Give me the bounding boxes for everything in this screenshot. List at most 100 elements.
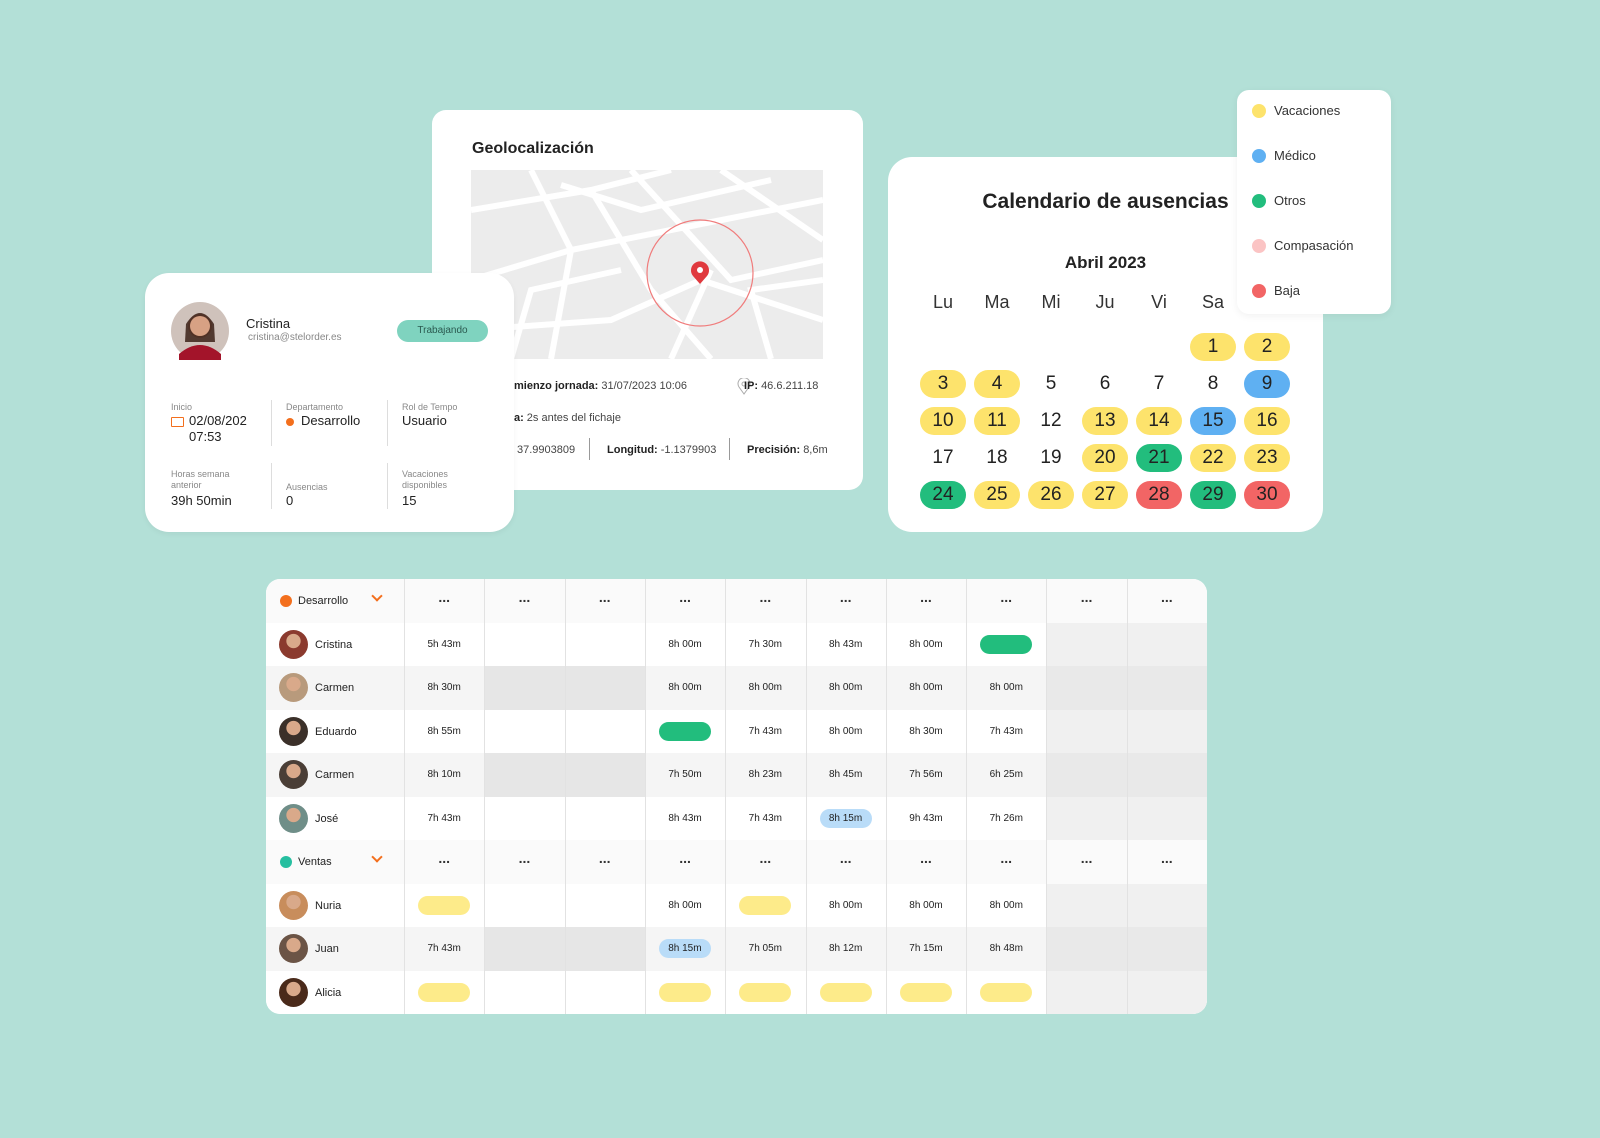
column-menu[interactable]: ... xyxy=(438,589,450,605)
column-menu[interactable]: ... xyxy=(438,850,450,866)
day[interactable]: 23 xyxy=(1244,444,1290,472)
absence-pill xyxy=(819,982,872,1002)
column-menu[interactable]: ... xyxy=(1080,589,1093,605)
employee-name: Alicia xyxy=(315,986,342,999)
day[interactable]: 9 xyxy=(1244,370,1290,398)
legend-label: Compasación xyxy=(1274,238,1354,253)
geo-value: 46.6.211.18 xyxy=(761,380,819,392)
cell-hours: 7h 43m xyxy=(748,725,783,737)
cell xyxy=(1046,709,1127,753)
column-divider xyxy=(725,579,727,1014)
column-menu[interactable]: ... xyxy=(598,850,611,866)
employee-name: Eduardo xyxy=(315,725,357,738)
day[interactable]: 24 xyxy=(920,481,966,509)
cell-hours: 6h 25m xyxy=(989,769,1023,780)
dept-dot xyxy=(286,418,294,426)
column-menu[interactable]: ... xyxy=(920,589,932,605)
day[interactable]: 5 xyxy=(1045,373,1057,394)
day[interactable]: 7 xyxy=(1153,373,1165,394)
day[interactable]: 21 xyxy=(1136,444,1182,472)
day[interactable]: 10 xyxy=(920,407,966,435)
avatar xyxy=(279,716,308,746)
field-label: Departamento xyxy=(286,402,344,412)
avatar xyxy=(279,977,308,1007)
cell-hours: 8h 12m xyxy=(828,943,863,954)
day[interactable]: 4 xyxy=(974,370,1020,398)
day[interactable]: 25 xyxy=(974,481,1020,509)
day[interactable]: 29 xyxy=(1190,481,1236,509)
column-menu[interactable]: ... xyxy=(1161,850,1173,866)
column-divider xyxy=(1126,579,1128,1014)
column-menu[interactable]: ... xyxy=(1080,850,1093,866)
cell xyxy=(484,666,565,710)
legend-dot xyxy=(1252,239,1266,253)
column-menu[interactable]: ... xyxy=(759,850,772,866)
weekday: Vi xyxy=(1151,292,1167,312)
status-badge: Trabajando xyxy=(397,320,488,342)
column-menu[interactable]: ... xyxy=(1000,850,1013,866)
cell-hours: 7h 05m xyxy=(748,943,783,954)
cell-hours: 8h 30m xyxy=(427,682,461,693)
absence-pill xyxy=(418,982,470,1002)
day[interactable]: 6 xyxy=(1099,373,1111,394)
divider xyxy=(271,400,272,446)
day[interactable]: 8 xyxy=(1207,373,1219,394)
column-menu[interactable]: ... xyxy=(1000,589,1013,605)
day[interactable]: 27 xyxy=(1082,481,1128,509)
cell-hours: 8h 00m xyxy=(828,899,863,911)
cell xyxy=(564,970,645,1014)
column-divider xyxy=(404,579,405,1014)
column-menu[interactable]: ... xyxy=(679,589,691,605)
day[interactable]: 19 xyxy=(1040,447,1062,468)
day[interactable]: 14 xyxy=(1136,407,1182,435)
cell xyxy=(564,753,645,797)
column-menu[interactable]: ... xyxy=(920,850,932,866)
cell xyxy=(564,709,645,753)
geo-value: 2s antes del fichaje xyxy=(526,412,621,424)
geo-item: mienzo jornada: 31/07/2023 10:06 xyxy=(514,380,687,392)
day[interactable]: 2 xyxy=(1244,333,1290,361)
column-menu[interactable]: ... xyxy=(518,850,531,866)
day[interactable]: 16 xyxy=(1244,407,1290,435)
column-menu[interactable]: ... xyxy=(839,589,852,605)
geo-value: -1.1379903 xyxy=(660,444,717,456)
profile-card: Cristina cristina@stelorder.es Trabajand… xyxy=(145,273,514,532)
group-row xyxy=(266,840,1207,885)
geo-label: Longitud: xyxy=(607,444,658,456)
day[interactable]: 26 xyxy=(1028,481,1074,509)
column-menu[interactable]: ... xyxy=(518,589,531,605)
field-label: Inicio xyxy=(171,402,193,412)
cell xyxy=(1126,927,1207,971)
column-menu[interactable]: ... xyxy=(598,589,611,605)
day[interactable]: 13 xyxy=(1082,407,1128,435)
cell-hours: 8h 00m xyxy=(909,899,943,911)
day[interactable]: 15 xyxy=(1190,407,1236,435)
column-menu[interactable]: ... xyxy=(679,850,691,866)
cell-hours: 8h 43m xyxy=(828,638,863,650)
geo-label: Precisión: xyxy=(747,444,801,456)
day[interactable]: 1 xyxy=(1190,333,1236,361)
day[interactable]: 28 xyxy=(1136,481,1182,509)
column-menu[interactable]: ... xyxy=(839,850,852,866)
profile-name: Cristina xyxy=(246,316,291,331)
day[interactable]: 11 xyxy=(974,407,1020,435)
profile-email: cristina@stelorder.es xyxy=(248,332,342,343)
day[interactable]: 17 xyxy=(932,447,954,468)
cell-hours: 8h 00m xyxy=(989,682,1023,693)
day[interactable]: 3 xyxy=(920,370,966,398)
avatar xyxy=(279,673,308,702)
cell xyxy=(564,622,645,666)
column-menu[interactable]: ... xyxy=(759,589,772,605)
day[interactable]: 30 xyxy=(1244,481,1290,509)
cell-hours: 7h 43m xyxy=(427,812,461,824)
day[interactable]: 22 xyxy=(1190,444,1236,472)
column-divider xyxy=(644,579,646,1014)
weekday: Lu xyxy=(932,292,954,312)
column-menu[interactable]: ... xyxy=(1161,589,1173,605)
cell-hours: 8h 10m xyxy=(427,769,461,780)
cell xyxy=(1126,796,1207,840)
day[interactable]: 20 xyxy=(1082,444,1128,472)
day[interactable]: 18 xyxy=(986,447,1008,468)
cell xyxy=(1126,970,1207,1014)
day[interactable]: 12 xyxy=(1040,410,1062,431)
